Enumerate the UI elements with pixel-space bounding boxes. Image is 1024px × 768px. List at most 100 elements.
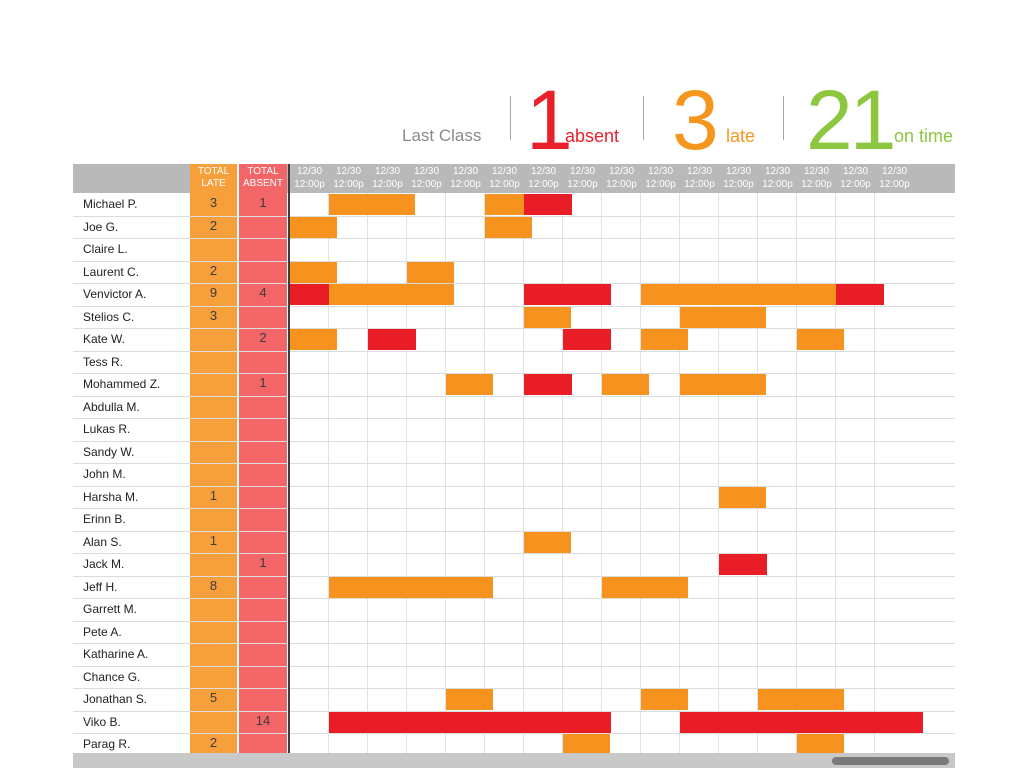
late-cell[interactable] bbox=[407, 261, 454, 283]
table-row[interactable]: Stelios C. 3 bbox=[73, 306, 955, 328]
late-cell[interactable] bbox=[290, 261, 337, 283]
absent-cell[interactable] bbox=[680, 711, 728, 733]
absent-cell[interactable] bbox=[407, 711, 455, 733]
absent-cell[interactable] bbox=[836, 711, 884, 733]
late-cell[interactable] bbox=[563, 734, 610, 755]
absent-cell[interactable] bbox=[290, 284, 338, 305]
late-cell[interactable] bbox=[758, 689, 805, 710]
horizontal-scrollbar[interactable] bbox=[73, 753, 955, 768]
absent-cell[interactable] bbox=[875, 711, 923, 733]
table-row[interactable]: Harsha M. 1 bbox=[73, 486, 955, 508]
table-row[interactable]: Mohammed Z. 1 bbox=[73, 373, 955, 395]
table-row[interactable]: Michael P. 3 1 bbox=[73, 193, 955, 215]
late-cell[interactable] bbox=[290, 329, 337, 350]
late-cell[interactable] bbox=[680, 374, 727, 395]
late-cell[interactable] bbox=[641, 689, 688, 710]
table-row[interactable]: Joe G. 2 bbox=[73, 216, 955, 238]
absent-cell[interactable] bbox=[524, 711, 572, 733]
late-cell[interactable] bbox=[797, 284, 844, 305]
date-column-header[interactable]: 12/30 12:00p bbox=[407, 165, 446, 193]
absent-cell[interactable] bbox=[563, 711, 611, 733]
absent-cell[interactable] bbox=[563, 329, 611, 350]
absent-cell[interactable] bbox=[368, 711, 416, 733]
late-cell[interactable] bbox=[407, 284, 454, 305]
date-column-header[interactable]: 12/30 12:00p bbox=[719, 165, 758, 193]
absent-cell[interactable] bbox=[368, 329, 416, 350]
late-cell[interactable] bbox=[446, 576, 493, 598]
late-cell[interactable] bbox=[719, 306, 766, 328]
late-cell[interactable] bbox=[485, 194, 532, 215]
late-cell[interactable] bbox=[407, 576, 454, 598]
absent-cell[interactable] bbox=[563, 284, 611, 305]
date-column-header[interactable]: 12/30 12:00p bbox=[836, 165, 875, 193]
late-cell[interactable] bbox=[329, 576, 376, 598]
date-column-header[interactable]: 12/30 12:00p bbox=[329, 165, 368, 193]
table-row[interactable]: Jack M. 1 bbox=[73, 553, 955, 575]
table-row[interactable]: Parag R. 2 bbox=[73, 733, 955, 755]
scrollbar-thumb[interactable] bbox=[832, 757, 949, 765]
absent-cell[interactable] bbox=[485, 711, 533, 733]
absent-cell[interactable] bbox=[719, 554, 767, 575]
date-column-header[interactable]: 12/30 12:00p bbox=[758, 165, 797, 193]
late-cell[interactable] bbox=[680, 284, 727, 305]
late-cell[interactable] bbox=[446, 374, 493, 395]
table-row[interactable]: Lukas R. bbox=[73, 418, 955, 440]
absent-cell[interactable] bbox=[797, 711, 845, 733]
table-row[interactable]: Chance G. bbox=[73, 666, 955, 688]
table-row[interactable]: Garrett M. bbox=[73, 598, 955, 620]
table-row[interactable]: Kate W. 2 bbox=[73, 328, 955, 350]
table-row[interactable]: Jeff H. 8 bbox=[73, 576, 955, 598]
late-cell[interactable] bbox=[641, 329, 688, 350]
table-row[interactable]: John M. bbox=[73, 463, 955, 485]
date-column-header[interactable]: 12/30 12:00p bbox=[797, 165, 836, 193]
table-row[interactable]: Erinn B. bbox=[73, 508, 955, 530]
table-row[interactable]: Venvictor A. 9 4 bbox=[73, 283, 955, 305]
table-row[interactable]: Pete A. bbox=[73, 621, 955, 643]
table-row[interactable]: Katharine A. bbox=[73, 643, 955, 665]
total-absent-header[interactable]: TOTAL ABSENT bbox=[239, 166, 287, 190]
late-cell[interactable] bbox=[758, 284, 805, 305]
absent-cell[interactable] bbox=[524, 194, 572, 215]
late-cell[interactable] bbox=[719, 284, 766, 305]
table-row[interactable]: Claire L. bbox=[73, 238, 955, 260]
late-cell[interactable] bbox=[797, 734, 844, 755]
absent-cell[interactable] bbox=[524, 374, 572, 395]
late-cell[interactable] bbox=[329, 194, 376, 215]
table-row[interactable]: Jonathan S. 5 bbox=[73, 688, 955, 710]
date-column-header[interactable]: 12/30 12:00p bbox=[524, 165, 563, 193]
date-column-header[interactable]: 12/30 12:00p bbox=[680, 165, 719, 193]
late-cell[interactable] bbox=[524, 531, 571, 553]
absent-cell[interactable] bbox=[446, 711, 494, 733]
late-cell[interactable] bbox=[368, 284, 415, 305]
late-cell[interactable] bbox=[446, 689, 493, 710]
absent-cell[interactable] bbox=[524, 284, 572, 305]
date-column-header[interactable]: 12/30 12:00p bbox=[875, 165, 914, 193]
date-column-header[interactable]: 12/30 12:00p bbox=[563, 165, 602, 193]
date-column-header[interactable]: 12/30 12:00p bbox=[485, 165, 524, 193]
late-cell[interactable] bbox=[485, 216, 532, 238]
table-row[interactable]: Laurent C. 2 bbox=[73, 261, 955, 283]
late-cell[interactable] bbox=[602, 374, 649, 395]
date-column-header[interactable]: 12/30 12:00p bbox=[446, 165, 485, 193]
table-row[interactable]: Sandy W. bbox=[73, 441, 955, 463]
late-cell[interactable] bbox=[368, 194, 415, 215]
table-row[interactable]: Abdulla M. bbox=[73, 396, 955, 418]
absent-cell[interactable] bbox=[719, 711, 767, 733]
late-cell[interactable] bbox=[719, 486, 766, 508]
absent-cell[interactable] bbox=[836, 284, 884, 305]
total-late-header[interactable]: TOTAL LATE bbox=[190, 166, 237, 190]
date-column-header[interactable]: 12/30 12:00p bbox=[602, 165, 641, 193]
late-cell[interactable] bbox=[329, 284, 376, 305]
late-cell[interactable] bbox=[641, 576, 688, 598]
late-cell[interactable] bbox=[290, 216, 337, 238]
late-cell[interactable] bbox=[719, 374, 766, 395]
date-column-header[interactable]: 12/30 12:00p bbox=[641, 165, 680, 193]
table-row[interactable]: Viko B. 14 bbox=[73, 711, 955, 733]
date-column-header[interactable]: 12/30 12:00p bbox=[290, 165, 329, 193]
absent-cell[interactable] bbox=[758, 711, 806, 733]
table-row[interactable]: Alan S. 1 bbox=[73, 531, 955, 553]
date-column-header[interactable]: 12/30 12:00p bbox=[368, 165, 407, 193]
late-cell[interactable] bbox=[368, 576, 415, 598]
late-cell[interactable] bbox=[602, 576, 649, 598]
table-row[interactable]: Tess R. bbox=[73, 351, 955, 373]
